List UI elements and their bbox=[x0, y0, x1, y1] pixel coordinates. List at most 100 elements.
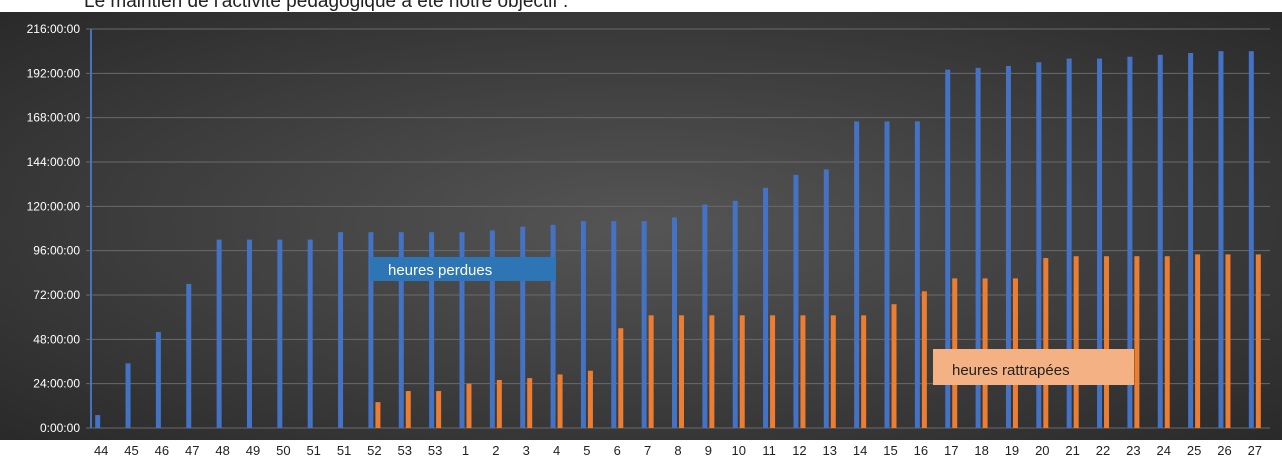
y-tick-label: 144:00:00 bbox=[27, 155, 81, 169]
bar-heures-perdues bbox=[1188, 53, 1194, 429]
bar-heures-rattrapees bbox=[1255, 254, 1261, 428]
bar-chart: 0:00:00 24:00:00 48:00:00 72:00:00 96:00:00 1… bbox=[0, 12, 1282, 440]
bar-heures-perdues bbox=[186, 283, 192, 428]
x-tick-label: 10 bbox=[731, 443, 746, 458]
bar-heures-perdues bbox=[338, 232, 344, 428]
x-tick-label: 17 bbox=[943, 443, 959, 458]
bar-heures-perdues bbox=[489, 230, 495, 428]
bar-heures-perdues bbox=[1036, 62, 1042, 428]
y-tick-label: 168:00:00 bbox=[27, 111, 81, 125]
bar-heures-perdues bbox=[1218, 51, 1224, 429]
bar-heures-rattrapees bbox=[1073, 256, 1079, 428]
legend-box-heures-perdues bbox=[370, 257, 556, 281]
x-tick-label: 6 bbox=[613, 443, 621, 458]
bar-heures-rattrapees bbox=[375, 402, 381, 428]
bar-heures-rattrapees bbox=[1195, 254, 1201, 428]
x-tick-label: 48 bbox=[215, 443, 230, 458]
x-tick-label: 13 bbox=[822, 443, 838, 458]
y-tick-label: 48:00:00 bbox=[33, 332, 80, 346]
bar-heures-rattrapees bbox=[679, 315, 684, 428]
bar-heures-perdues bbox=[1248, 51, 1254, 429]
bar-heures-rattrapees bbox=[466, 383, 472, 428]
x-tick-label: 3 bbox=[522, 443, 530, 458]
bar-heures-perdues bbox=[216, 239, 222, 428]
bar-heures-rattrapees bbox=[527, 378, 533, 428]
x-tick-label: 53 bbox=[397, 443, 412, 458]
bar-heures-perdues bbox=[1066, 58, 1072, 429]
x-tick-label: 45 bbox=[124, 443, 139, 458]
x-tick-label: 5 bbox=[583, 443, 591, 458]
x-tick-label: 16 bbox=[913, 443, 929, 458]
x-tick-label: 4 bbox=[552, 443, 561, 458]
bar-heures-rattrapees bbox=[405, 391, 411, 428]
x-tick-label: 11 bbox=[762, 443, 776, 458]
bar-heures-perdues bbox=[945, 69, 951, 428]
bar-heures-perdues bbox=[307, 239, 313, 428]
x-tick-label: 23 bbox=[1126, 443, 1141, 458]
legend-label-heures-perdues: heures perdues bbox=[388, 262, 492, 279]
x-tick-label: 7 bbox=[644, 443, 652, 458]
y-tick-label: 0:00:00 bbox=[40, 421, 80, 435]
bar-heures-rattrapees bbox=[436, 391, 442, 428]
bar-heures-perdues bbox=[1097, 58, 1103, 429]
y-tick-label: 96:00:00 bbox=[33, 244, 80, 258]
bar-heures-perdues bbox=[277, 239, 283, 428]
bar-heures-rattrapees bbox=[1164, 256, 1170, 428]
x-tick-label: 2 bbox=[492, 443, 500, 458]
bar-heures-perdues bbox=[672, 217, 677, 428]
bar-heures-perdues bbox=[580, 221, 586, 428]
x-tick-label: 21 bbox=[1065, 443, 1080, 458]
x-tick-label: 51 bbox=[336, 443, 352, 458]
bar-heures-perdues bbox=[732, 200, 738, 428]
x-tick-label: 18 bbox=[974, 443, 989, 458]
x-tick-label: 51 bbox=[306, 443, 321, 458]
x-tick-label: 53 bbox=[427, 443, 443, 458]
bar-heures-perdues bbox=[246, 239, 252, 428]
x-tick-label: 24 bbox=[1156, 443, 1171, 458]
bar-heures-perdues bbox=[641, 221, 647, 428]
chart-area: 0:00:00 24:00:00 48:00:00 72:00:00 96:00:00 1… bbox=[0, 12, 1282, 440]
x-tick-label: 26 bbox=[1217, 443, 1232, 458]
bar-heures-perdues bbox=[550, 224, 556, 428]
x-tick-label: 14 bbox=[852, 443, 868, 458]
x-tick-label: 12 bbox=[792, 443, 807, 458]
bar-heures-perdues bbox=[763, 187, 769, 428]
bar-heures-perdues bbox=[1127, 56, 1133, 428]
bar-heures-perdues bbox=[975, 67, 981, 428]
bar-heures-rattrapees bbox=[921, 291, 927, 428]
bar-heures-perdues bbox=[854, 121, 860, 428]
x-tick-label: 25 bbox=[1186, 443, 1202, 458]
bar-heures-perdues bbox=[368, 232, 374, 428]
bar-heures-rattrapees bbox=[496, 379, 502, 428]
x-tick-label: 47 bbox=[185, 443, 200, 458]
y-tick-label: 120:00:00 bbox=[27, 199, 81, 213]
bar-heures-perdues bbox=[398, 232, 404, 428]
bar-heures-rattrapees bbox=[1225, 254, 1231, 428]
bar-heures-perdues bbox=[429, 232, 435, 428]
x-tick-label: 15 bbox=[883, 443, 898, 458]
bar-heures-rattrapees bbox=[587, 370, 593, 428]
bar-heures-rattrapees bbox=[891, 304, 897, 428]
bar-heures-perdues bbox=[520, 226, 526, 428]
bar-heures-perdues bbox=[1157, 54, 1163, 428]
bar-heures-rattrapees bbox=[861, 315, 867, 428]
legend-box-heures-rattrapees bbox=[933, 349, 1134, 385]
bar-heures-perdues bbox=[95, 415, 101, 428]
bar-heures-perdues bbox=[823, 169, 829, 428]
y-tick-label: 192:00:00 bbox=[27, 66, 81, 80]
y-tick-label: 24:00:00 bbox=[33, 377, 80, 391]
bar-heures-rattrapees bbox=[770, 315, 776, 428]
bar-heures-perdues bbox=[702, 204, 708, 428]
bar-heures-rattrapees bbox=[1104, 256, 1110, 428]
bar-heures-perdues bbox=[884, 121, 890, 428]
bar-heures-rattrapees bbox=[618, 328, 624, 428]
x-tick-label: 52 bbox=[367, 443, 382, 458]
bar-heures-perdues bbox=[611, 221, 617, 428]
x-tick-label: 20 bbox=[1035, 443, 1050, 458]
bar-heures-rattrapees bbox=[800, 315, 806, 428]
x-tick-label: 1 bbox=[461, 443, 470, 458]
bar-heures-rattrapees bbox=[648, 315, 654, 428]
x-tick-label: 49 bbox=[245, 443, 261, 458]
bar-heures-rattrapees bbox=[557, 374, 563, 428]
bar-heures-rattrapees bbox=[1134, 256, 1140, 428]
